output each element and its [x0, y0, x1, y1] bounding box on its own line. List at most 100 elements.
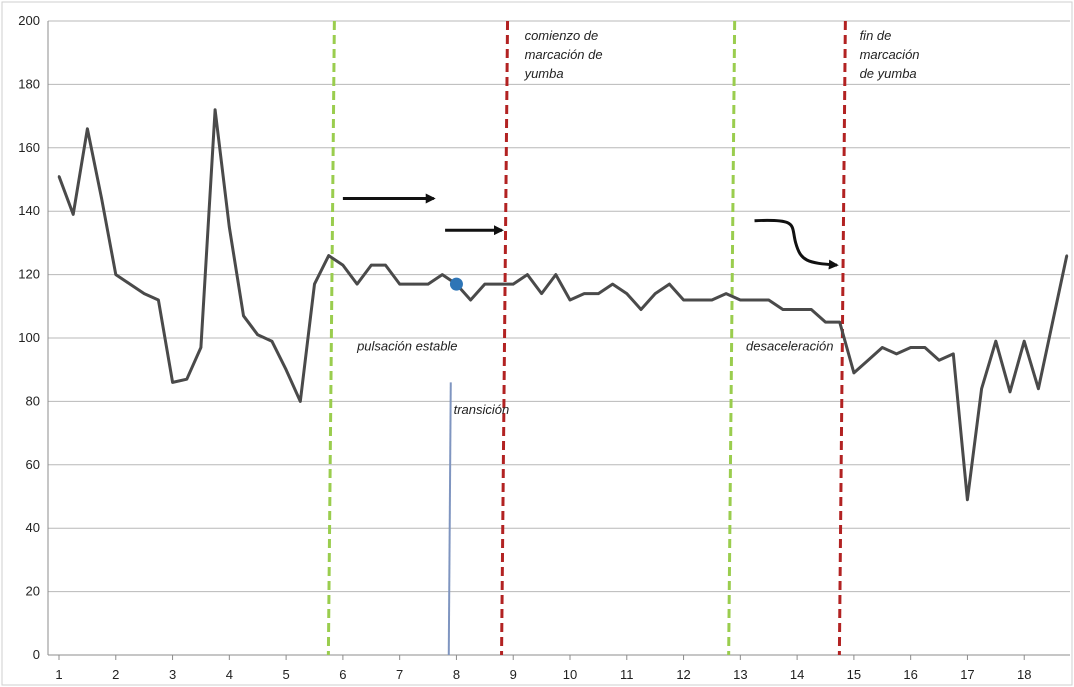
data-point — [626, 292, 628, 294]
data-point — [398, 283, 400, 285]
x-tick-label: 13 — [733, 667, 747, 682]
data-point — [569, 299, 571, 301]
data-point — [384, 264, 386, 266]
y-tick-label: 140 — [18, 203, 40, 218]
annotation-text: comienzo de — [525, 28, 599, 43]
data-point — [214, 109, 216, 111]
series-line — [59, 110, 1067, 500]
data-point — [952, 353, 954, 355]
x-tick-label: 11 — [620, 667, 634, 682]
data-point — [980, 388, 982, 390]
data-point — [938, 359, 940, 361]
data-point — [924, 346, 926, 348]
y-tick-label: 40 — [26, 520, 40, 535]
x-tick-label: 4 — [226, 667, 233, 682]
data-point — [86, 128, 88, 130]
data-point — [72, 213, 74, 215]
annotation-text: fin de — [860, 28, 892, 43]
y-tick-label: 120 — [18, 267, 40, 282]
data-point — [555, 273, 557, 275]
y-tick-label: 160 — [18, 140, 40, 155]
data-point — [327, 254, 329, 256]
x-tick-label: 3 — [169, 667, 176, 682]
data-point — [271, 340, 273, 342]
data-point — [668, 283, 670, 285]
data-point — [100, 197, 102, 199]
annotation-text: pulsación estable — [356, 339, 457, 354]
data-point — [299, 400, 301, 402]
x-tick-label: 8 — [453, 667, 460, 682]
reference-line-5 — [449, 382, 451, 655]
data-point — [427, 283, 429, 285]
data-point — [469, 299, 471, 301]
data-point — [597, 292, 599, 294]
data-point — [782, 308, 784, 310]
x-tick-label: 5 — [282, 667, 289, 682]
data-point — [129, 283, 131, 285]
data-point — [753, 299, 755, 301]
data-point — [313, 283, 315, 285]
data-point — [881, 346, 883, 348]
annotations: comienzo de marcación de yumba fin de marcac… — [356, 28, 919, 417]
data-point — [115, 273, 117, 275]
data-point — [838, 321, 840, 323]
x-tick-label: 1 — [55, 667, 62, 682]
y-tick-label: 80 — [26, 393, 40, 408]
data-point — [1023, 340, 1025, 342]
data-point — [640, 308, 642, 310]
data-point — [413, 283, 415, 285]
data-point — [697, 299, 699, 301]
y-tick-label: 20 — [26, 584, 40, 599]
data-point — [853, 372, 855, 374]
data-point — [725, 292, 727, 294]
x-tick-label: 6 — [339, 667, 346, 682]
data-point — [484, 283, 486, 285]
data-point — [143, 292, 145, 294]
data-point — [171, 381, 173, 383]
data-point — [824, 321, 826, 323]
y-tick-label: 100 — [18, 330, 40, 345]
data-point — [242, 315, 244, 317]
data-point — [583, 292, 585, 294]
highlight-point — [450, 278, 463, 291]
data-point — [540, 292, 542, 294]
data-point — [966, 498, 968, 500]
annotation-text: desaceleración — [746, 339, 833, 354]
data-point — [796, 308, 798, 310]
x-tick-label: 12 — [676, 667, 690, 682]
data-point — [526, 273, 528, 275]
arrows — [343, 199, 837, 266]
x-tick-label: 16 — [903, 667, 917, 682]
data-point — [682, 299, 684, 301]
annotation-text: marcación de — [525, 47, 603, 62]
data-point — [441, 273, 443, 275]
data-point — [1051, 321, 1053, 323]
data-point — [611, 283, 613, 285]
data-point — [867, 359, 869, 361]
data-point — [1066, 254, 1068, 256]
x-tick-label: 17 — [960, 667, 974, 682]
x-tick-label: 7 — [396, 667, 403, 682]
x-tick-label: 14 — [790, 667, 804, 682]
y-tick-label: 200 — [18, 13, 40, 28]
x-tick-label: 9 — [510, 667, 517, 682]
y-tick-label: 0 — [33, 647, 40, 662]
data-point — [186, 378, 188, 380]
data-point — [895, 353, 897, 355]
data-point — [342, 264, 344, 266]
data-point — [1037, 388, 1039, 390]
data-point — [1009, 391, 1011, 393]
x-tick-label: 2 — [112, 667, 119, 682]
data-point — [228, 226, 230, 228]
annotation-text: yumba — [524, 66, 564, 81]
x-tick-label: 10 — [563, 667, 577, 682]
data-point — [356, 283, 358, 285]
annotation-text: transición — [454, 402, 510, 417]
y-tick-label: 180 — [18, 76, 40, 91]
data-point — [157, 299, 159, 301]
data-point — [200, 346, 202, 348]
data-point — [58, 175, 60, 177]
y-tick-label: 60 — [26, 457, 40, 472]
